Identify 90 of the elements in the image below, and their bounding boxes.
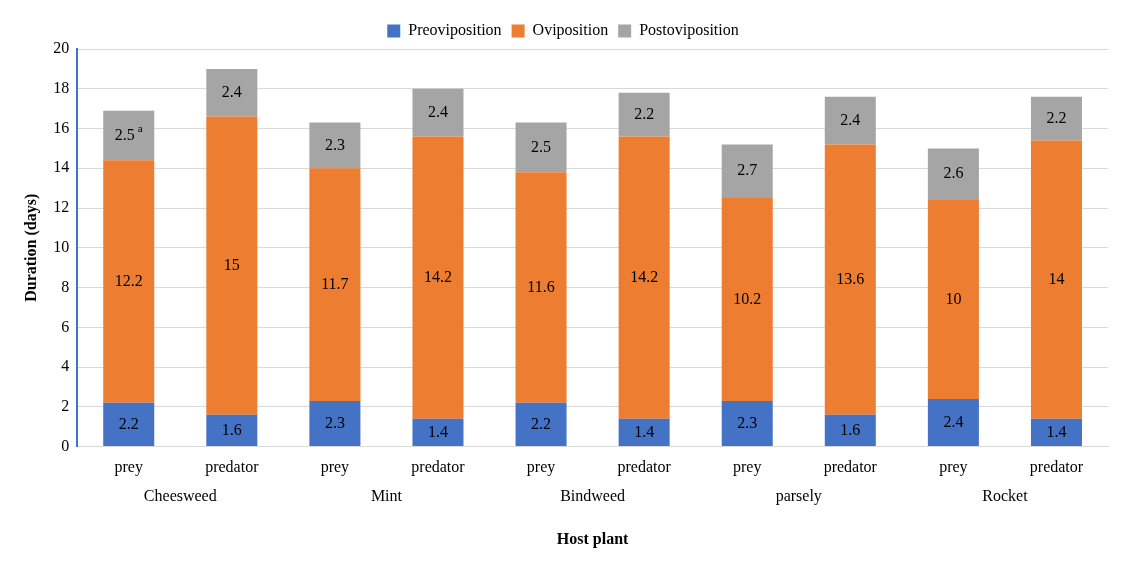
x-axis-title: Host plant [556,529,630,548]
legend-label: Postoviposition [639,21,739,40]
data-label: 14.2 [630,267,659,285]
x-tick-label: prey [733,458,762,477]
bar [721,198,773,401]
bar [103,402,155,447]
data-label: 1.4 [427,422,448,440]
data-label: 2.4 [221,82,242,100]
data-label: 11.6 [527,277,555,295]
data-label: 2.7 [737,161,758,179]
bar [412,88,464,137]
data-label: 2.3 [737,413,758,431]
x-tick-label: prey [114,458,143,477]
data-label: 2.2 [118,414,139,432]
data-label: 1.6 [840,420,861,438]
bar [927,148,979,201]
bar [206,68,258,117]
bar [103,110,155,161]
legend-label: Oviposition [532,21,609,40]
data-label: 2.4 [427,102,448,120]
bar [927,200,979,399]
bar [721,400,773,447]
data-label: 1.4 [634,422,655,440]
x-tick-label: predator [823,458,878,477]
bar [515,172,567,403]
bar [824,96,876,145]
y-tick-label: 16 [53,118,70,136]
y-tick-label: 18 [53,78,70,96]
y-tick-label: 14 [53,158,70,176]
data-label: 2.2 [531,414,552,432]
x-tick-label: prey [939,458,968,477]
bar [309,122,361,169]
bar [824,144,876,415]
data-label: 14.2 [423,267,452,285]
data-label: 2.6 [943,164,964,182]
data-label: 2.2 [634,104,655,122]
data-label: 2.3 [324,135,345,153]
data-label: 2.3 [324,413,345,431]
bar [103,160,155,403]
x-tick-label: prey [526,458,556,477]
legend-label: Preoviposition [408,21,502,40]
bar [515,402,567,447]
bar [618,92,670,137]
y-tick-label: 0 [61,436,70,454]
y-tick-label: 4 [61,357,70,375]
bar [927,398,979,447]
data-label: 1.4 [1046,422,1067,440]
x-tick-label: predator [1029,458,1084,477]
bar [618,136,670,419]
text: Rocket [982,486,1029,504]
bar [206,414,258,447]
y-tick-label: 10 [53,238,70,255]
bar [1030,418,1082,447]
bar [412,136,464,419]
data-label: 15 [223,255,240,273]
bar [412,418,464,447]
y-tick-label: 8 [61,277,70,295]
text: parsely [775,486,822,505]
data-label: 10 [945,289,962,307]
text: Bindweed [560,486,626,504]
y-tick-label: 20 [53,39,70,57]
data-label: 1.6 [221,420,242,438]
data-label: 10.2 [733,289,762,307]
data-label: 14 [1048,269,1065,287]
bar [618,418,670,447]
x-tick-label: predator [205,458,260,477]
bar [824,414,876,447]
y-tick-label: 2 [61,397,70,415]
bar [721,144,773,199]
y-tick-label: 6 [61,317,70,335]
x-tick-label: prey [320,458,350,477]
bar [206,116,258,415]
data-label: 2.4 [943,412,964,430]
data-label: 2.5 [531,137,552,155]
text: Mint [370,486,403,504]
bar [515,122,567,173]
x-tick-label: predator [617,458,672,477]
data-label: 13.6 [836,269,865,287]
bar [309,400,361,447]
text: Cheesweed [143,486,217,504]
data-label: 2.4 [840,110,861,128]
data-label: 12.2 [114,271,143,289]
data-label: 11.7 [321,274,349,292]
data-label: 2.2 [1046,108,1067,126]
y-tick-label: 12 [53,198,70,216]
bar [1030,140,1082,419]
x-tick-label: predator [411,458,466,477]
y-axis-title: Duration (days) [21,193,40,302]
bar [1030,96,1082,141]
bar [309,168,361,401]
